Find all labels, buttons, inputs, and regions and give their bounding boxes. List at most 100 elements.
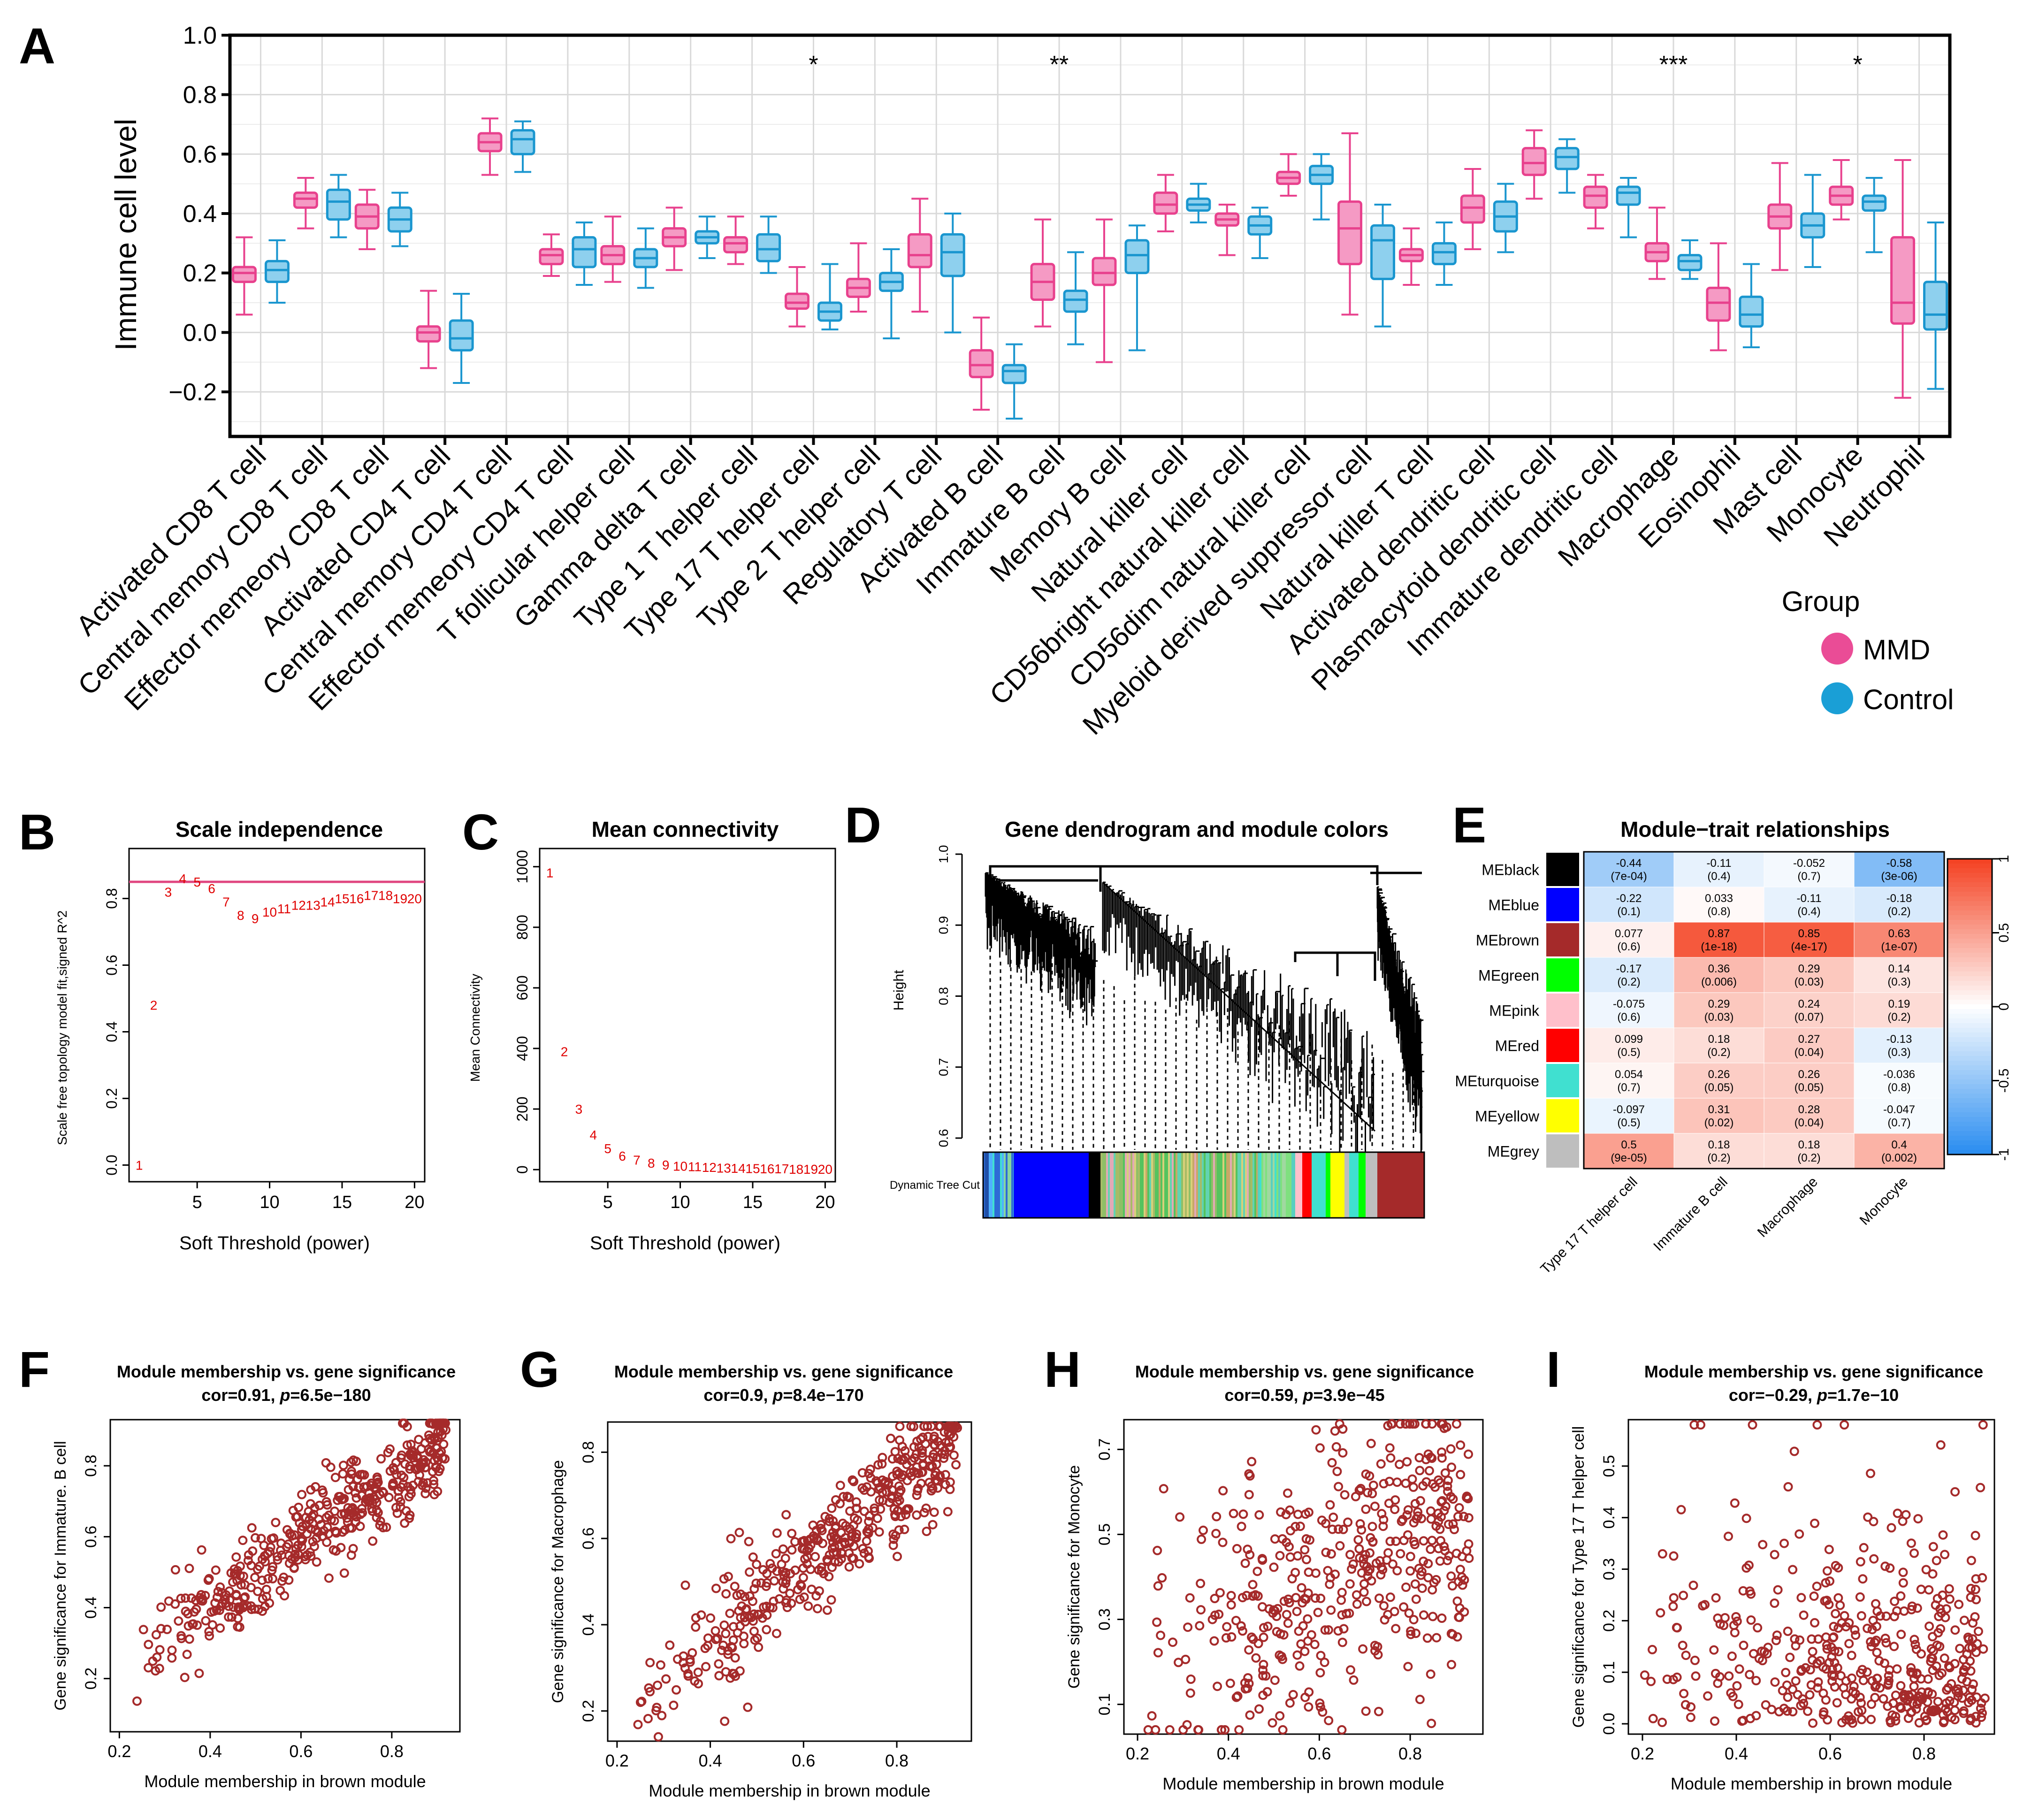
scatter-point bbox=[238, 1536, 248, 1545]
scatter-point bbox=[1833, 1593, 1843, 1603]
scatter-point bbox=[1213, 1682, 1222, 1691]
scatter-point bbox=[211, 1565, 221, 1575]
cell-correlation: 0.26 bbox=[1708, 1068, 1730, 1081]
scatter-point bbox=[1879, 1694, 1888, 1704]
y-tick-label: 0.4 bbox=[183, 200, 217, 228]
y-tick-label: 0.6 bbox=[183, 141, 217, 168]
module-color-stripe bbox=[1192, 1152, 1194, 1218]
module-color-stripe bbox=[1155, 1152, 1157, 1218]
scatter-point bbox=[803, 1536, 813, 1545]
scatter-point bbox=[672, 1685, 681, 1695]
mmd-box-13 bbox=[969, 316, 994, 411]
cell-pvalue: (1e-18) bbox=[1701, 941, 1737, 953]
scatter-point bbox=[893, 1552, 902, 1561]
cell-pvalue: (0.04) bbox=[1795, 1116, 1824, 1129]
control-box-1 bbox=[264, 239, 290, 304]
scatter-point bbox=[378, 1523, 388, 1532]
cell-pvalue: (0.04) bbox=[1795, 1046, 1824, 1059]
scatter-point bbox=[1781, 1667, 1791, 1677]
module-color-stripe bbox=[1159, 1152, 1161, 1218]
module-color-block bbox=[1359, 1152, 1366, 1218]
module-color-stripe bbox=[1293, 1152, 1295, 1218]
scatter-point bbox=[1913, 1514, 1923, 1524]
box-iqr bbox=[1616, 185, 1641, 206]
scatter-point bbox=[1285, 1552, 1295, 1562]
scatter-point bbox=[1827, 1676, 1837, 1686]
scatter-point bbox=[338, 1461, 348, 1470]
scatter-point bbox=[1340, 1490, 1350, 1500]
scatter-point bbox=[1896, 1591, 1906, 1601]
mmd-box-21 bbox=[1460, 168, 1485, 250]
cell-pvalue: (0.3) bbox=[1887, 976, 1910, 988]
scatter-point bbox=[1442, 1422, 1451, 1432]
scatter-point bbox=[1942, 1685, 1952, 1695]
scatter-point bbox=[372, 1506, 382, 1515]
scatter-point bbox=[285, 1529, 295, 1538]
scatter-point bbox=[878, 1453, 887, 1462]
scatter-point bbox=[405, 1461, 415, 1471]
scatter-subtitle: cor=0.59, p=3.9e−45 bbox=[1224, 1385, 1384, 1405]
box-iqr bbox=[572, 236, 597, 268]
scatter-point bbox=[1977, 1713, 1986, 1722]
box-iqr bbox=[539, 248, 564, 266]
scatter-point bbox=[1731, 1612, 1741, 1621]
scatter-point bbox=[1955, 1644, 1965, 1653]
scatter-point bbox=[1374, 1706, 1383, 1716]
scatter-point bbox=[167, 1645, 177, 1655]
mmd-box-11 bbox=[846, 242, 871, 313]
module-color-stripe bbox=[1286, 1152, 1288, 1218]
scatter-point bbox=[1431, 1521, 1441, 1531]
scatter-point bbox=[904, 1504, 914, 1514]
scatter-point bbox=[156, 1602, 166, 1612]
scatter-point bbox=[1376, 1562, 1386, 1572]
module-color-stripe bbox=[1288, 1152, 1290, 1218]
scatter-point bbox=[799, 1592, 809, 1602]
scatter-point bbox=[1268, 1718, 1277, 1728]
module-color-swatch bbox=[1546, 888, 1579, 921]
scatter-point bbox=[196, 1590, 206, 1599]
box-iqr bbox=[293, 191, 318, 209]
scatter-point bbox=[1866, 1714, 1876, 1724]
colorbar-step bbox=[1947, 878, 1992, 883]
scatter-point bbox=[1408, 1419, 1418, 1429]
scatter-point bbox=[1773, 1585, 1783, 1595]
scatter-point bbox=[1459, 1607, 1469, 1617]
scatter-point bbox=[1837, 1718, 1847, 1728]
scatter-point bbox=[1891, 1716, 1901, 1726]
cell-correlation: 0.63 bbox=[1888, 927, 1910, 940]
scatter-point bbox=[1275, 1551, 1285, 1560]
scatter-point bbox=[1662, 1675, 1672, 1684]
scatter-point bbox=[1248, 1580, 1258, 1590]
scatter-point bbox=[1429, 1578, 1439, 1588]
scatter-point bbox=[1788, 1565, 1798, 1575]
scatter-point bbox=[1892, 1664, 1902, 1674]
y-tick-label: 0.9 bbox=[936, 916, 951, 934]
box-iqr bbox=[1923, 281, 1948, 331]
scatter-point bbox=[1226, 1600, 1236, 1610]
scatter-point bbox=[215, 1582, 225, 1592]
scatter-point bbox=[1183, 1622, 1193, 1632]
module-color-stripe bbox=[1112, 1152, 1114, 1218]
panel-i-scatter: Module membership vs. gene significancec… bbox=[1570, 1362, 1995, 1793]
power-label: 18 bbox=[378, 888, 393, 902]
heatmap-cell bbox=[1854, 887, 1945, 923]
scatter-point bbox=[1304, 1507, 1314, 1517]
panel-c-mean-connectivity: Mean connectivity 5 10 15 20020040060080010… bbox=[468, 817, 836, 1254]
scatter-point bbox=[1297, 1583, 1306, 1593]
scatter-point bbox=[669, 1700, 679, 1710]
colorbar-label: -0.5 bbox=[1996, 1069, 2012, 1093]
scatter-point bbox=[269, 1533, 278, 1543]
heatmap-cell bbox=[1583, 957, 1674, 993]
scatter-point bbox=[1709, 1645, 1719, 1655]
gene-dendrogram bbox=[985, 865, 1425, 1187]
scatter-point bbox=[1928, 1632, 1938, 1642]
scatter-point bbox=[781, 1579, 791, 1589]
scatter-point bbox=[1889, 1612, 1899, 1621]
cell-pvalue: (0.2) bbox=[1887, 905, 1910, 918]
scatter-point bbox=[1237, 1626, 1247, 1636]
scatter-point bbox=[694, 1679, 703, 1689]
scatter-point bbox=[398, 1479, 408, 1489]
module-color-stripe bbox=[1222, 1152, 1224, 1218]
module-color-swatch bbox=[1546, 994, 1579, 1027]
colorbar-step bbox=[1947, 1070, 1992, 1075]
